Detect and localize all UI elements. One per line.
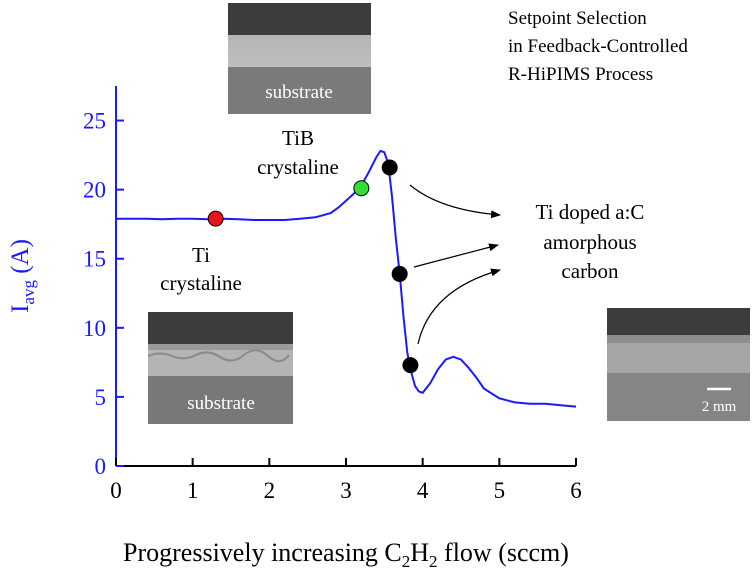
data-marker: [391, 265, 408, 282]
x-tick-label: 1: [187, 478, 199, 503]
y-tick-label: 10: [83, 316, 106, 341]
x-ticks: 0 1 2 3 4 5 6: [110, 458, 582, 503]
x-tick-label: 6: [570, 478, 582, 503]
tib-label-line-1: TiB: [282, 126, 314, 150]
arrow-2: [413, 243, 499, 268]
x-tick-label: 2: [264, 478, 276, 503]
data-marker: [381, 159, 398, 176]
tib-label-line-2: crystaline: [257, 155, 339, 179]
x-tick-label: 5: [494, 478, 506, 503]
ti-label-line-1: Ti: [192, 243, 210, 267]
sem-image-ti: substrate: [147, 312, 293, 424]
data-marker: [207, 210, 224, 227]
x-tick-label: 0: [110, 478, 122, 503]
y-tick-label: 25: [83, 109, 106, 134]
x-tick-label: 4: [417, 478, 429, 503]
x-axis-label: Progressively increasing C2H2 flow (sccm…: [123, 538, 569, 571]
title-line-1: Setpoint Selection: [508, 8, 647, 29]
arrow-1: [409, 184, 501, 219]
y-axis-label: Iavg (A): [7, 239, 38, 313]
arrow-3: [417, 268, 501, 345]
sem-image-carbon: 2 mm: [607, 308, 750, 421]
y-ticks: 0 5 10 15 20 25: [83, 109, 124, 479]
sem-image-tib: substrate: [228, 3, 371, 114]
x-tick-label: 3: [340, 478, 352, 503]
scale-bar-label: 2 mm: [702, 399, 737, 415]
sem-left-substrate-label: substrate: [187, 393, 255, 414]
y-tick-label: 15: [83, 247, 106, 272]
markers: [207, 159, 419, 374]
carbon-label-line-3: carbon: [561, 259, 619, 283]
data-marker: [402, 357, 419, 374]
carbon-label-line-2: amorphous: [543, 230, 636, 254]
ti-label-line-2: crystaline: [160, 271, 242, 295]
data-marker: [353, 180, 370, 197]
title-line-2: in Feedback-Controlled: [508, 36, 688, 57]
y-tick-label: 5: [95, 385, 107, 410]
y-tick-label: 20: [83, 178, 106, 203]
y-tick-label: 0: [95, 454, 107, 479]
sem-top-substrate-label: substrate: [265, 82, 333, 103]
title-line-3: R-HiPIMS Process: [508, 64, 653, 85]
carbon-label-line-1: Ti doped a:C: [536, 200, 645, 224]
